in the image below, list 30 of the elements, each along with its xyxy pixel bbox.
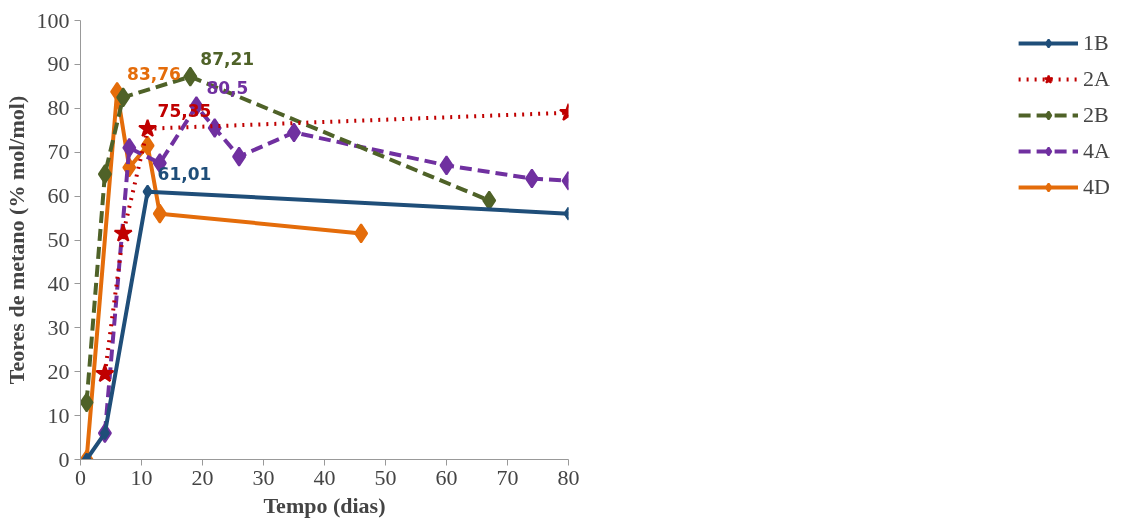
y-tick-label: 40 [47,270,70,296]
y-tick-label: 10 [47,402,70,428]
y-tick-label: 60 [47,183,70,209]
legend-label: 2B [1083,102,1109,128]
annotation: 61,01 [157,163,212,184]
legend-label: 2A [1083,66,1110,92]
x-tick-label: 0 [75,464,86,490]
x-tick-label: 80 [557,464,580,490]
y-tick-label: 90 [47,51,70,77]
x-tick-label: 10 [130,464,153,490]
x-axis-title: Tempo (dias) [263,492,386,518]
x-tick-label: 70 [496,464,519,490]
annotation: 83,76 [127,63,181,84]
y-tick-label: 30 [47,314,70,340]
x-tick-label: 40 [313,464,336,490]
y-tick-label: 20 [47,358,70,384]
x-tick-label: 20 [191,464,214,490]
y-tick-label: 50 [47,227,70,252]
y-tick-label: 100 [36,7,70,33]
legend-label: 4A [1083,138,1110,164]
y-tick-label: 70 [47,139,70,165]
legend-label: 1B [1083,30,1109,56]
annotation: 87,21 [200,48,255,69]
y-tick-label: 80 [47,95,70,121]
x-tick-label: 50 [374,464,397,490]
x-tick-label: 60 [435,464,458,490]
y-tick-label: 0 [58,446,70,472]
x-tick-label: 30 [252,464,275,490]
y-axis-title: Teores de metano (% mol/mol) [3,95,29,385]
legend-label: 4D [1083,174,1110,200]
